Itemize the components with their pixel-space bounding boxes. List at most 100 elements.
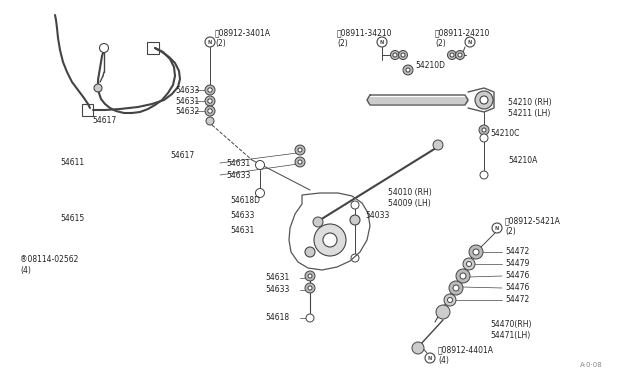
Circle shape (305, 283, 315, 293)
Text: 54632: 54632 (175, 106, 199, 115)
Circle shape (480, 96, 488, 104)
Text: N: N (428, 356, 432, 360)
Circle shape (403, 65, 413, 75)
Circle shape (314, 224, 346, 256)
Circle shape (399, 51, 408, 60)
Circle shape (406, 68, 410, 72)
Circle shape (463, 258, 475, 270)
Circle shape (298, 148, 302, 152)
Circle shape (208, 88, 212, 92)
Text: Ⓜ08911-24210
(2): Ⓜ08911-24210 (2) (435, 28, 490, 48)
Circle shape (449, 281, 463, 295)
Circle shape (308, 274, 312, 278)
Circle shape (205, 96, 215, 106)
Circle shape (206, 117, 214, 125)
Text: 54470(RH)
54471(LH): 54470(RH) 54471(LH) (490, 320, 531, 340)
Circle shape (401, 53, 405, 57)
Text: ®08114-02562
(4): ®08114-02562 (4) (20, 255, 78, 275)
Text: 54631: 54631 (265, 273, 289, 282)
Circle shape (205, 106, 215, 116)
Circle shape (447, 298, 452, 302)
Text: 54472: 54472 (505, 295, 529, 305)
Circle shape (412, 342, 424, 354)
Text: Ⓜ08911-34210
(2): Ⓜ08911-34210 (2) (337, 28, 392, 48)
Circle shape (469, 245, 483, 259)
Text: 54633: 54633 (226, 170, 250, 180)
Text: 54618D: 54618D (230, 196, 260, 205)
Circle shape (323, 233, 337, 247)
Text: 54631: 54631 (230, 225, 254, 234)
Circle shape (492, 223, 502, 233)
Circle shape (99, 44, 109, 52)
Text: 54618: 54618 (265, 314, 289, 323)
Text: 54210C: 54210C (490, 128, 520, 138)
Text: N: N (468, 39, 472, 45)
Text: 54631: 54631 (226, 158, 250, 167)
Text: 54631: 54631 (175, 96, 199, 106)
Text: 54633: 54633 (265, 285, 289, 295)
Text: 54617: 54617 (92, 115, 116, 125)
Text: 54633: 54633 (175, 86, 200, 94)
Text: 54476: 54476 (505, 272, 529, 280)
Text: 54033: 54033 (365, 211, 389, 219)
Circle shape (473, 249, 479, 255)
Circle shape (467, 262, 472, 266)
Circle shape (393, 53, 397, 57)
Text: N: N (495, 225, 499, 231)
Text: A·0·08: A·0·08 (580, 362, 603, 368)
Circle shape (205, 85, 215, 95)
Circle shape (480, 134, 488, 142)
Circle shape (460, 273, 466, 279)
Text: 54617: 54617 (170, 151, 195, 160)
Circle shape (298, 160, 302, 164)
Circle shape (305, 247, 315, 257)
Circle shape (390, 51, 399, 60)
Circle shape (295, 157, 305, 167)
Bar (147, 42, 159, 54)
Circle shape (351, 201, 359, 209)
Text: 54010 (RH)
54009 (LH): 54010 (RH) 54009 (LH) (388, 188, 432, 208)
Circle shape (475, 91, 493, 109)
Text: 54479: 54479 (505, 260, 529, 269)
Text: 54633: 54633 (230, 211, 254, 219)
Text: Ⓜ08912-5421A
(2): Ⓜ08912-5421A (2) (505, 216, 561, 236)
Circle shape (205, 37, 215, 47)
Circle shape (447, 51, 456, 60)
Circle shape (94, 84, 102, 92)
Text: Ⓜ08912-3401A
(2): Ⓜ08912-3401A (2) (215, 28, 271, 48)
Bar (82, 104, 93, 116)
Circle shape (482, 128, 486, 132)
Circle shape (458, 53, 462, 57)
Circle shape (305, 271, 315, 281)
Circle shape (255, 189, 264, 198)
Text: 54611: 54611 (60, 157, 84, 167)
Circle shape (433, 140, 443, 150)
Circle shape (313, 217, 323, 227)
Text: N: N (208, 39, 212, 45)
Circle shape (444, 294, 456, 306)
Circle shape (456, 51, 465, 60)
Circle shape (479, 125, 489, 135)
Circle shape (453, 285, 459, 291)
Text: N: N (380, 39, 384, 45)
Circle shape (465, 37, 475, 47)
Circle shape (308, 286, 312, 290)
Text: 54210 (RH)
54211 (LH): 54210 (RH) 54211 (LH) (508, 98, 552, 118)
Text: 54210D: 54210D (415, 61, 445, 70)
Circle shape (255, 160, 264, 170)
Text: 54615: 54615 (60, 214, 84, 222)
Text: 54472: 54472 (505, 247, 529, 257)
Circle shape (436, 305, 450, 319)
Text: Ⓜ08912-4401A
(4): Ⓜ08912-4401A (4) (438, 345, 494, 365)
Circle shape (450, 53, 454, 57)
Circle shape (306, 314, 314, 322)
Circle shape (350, 215, 360, 225)
Circle shape (377, 37, 387, 47)
Text: 54476: 54476 (505, 283, 529, 292)
Circle shape (480, 171, 488, 179)
Circle shape (456, 269, 470, 283)
Text: 54210A: 54210A (508, 155, 538, 164)
Circle shape (208, 99, 212, 103)
Circle shape (425, 353, 435, 363)
Circle shape (208, 109, 212, 113)
